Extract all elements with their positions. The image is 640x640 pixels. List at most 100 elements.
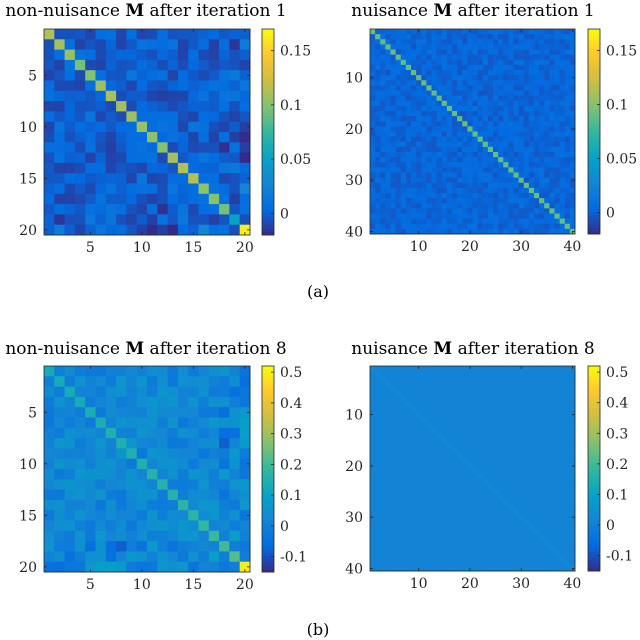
heatmap-cell: [559, 458, 566, 464]
heatmap-cell: [54, 39, 65, 50]
heatmap-cell: [208, 561, 220, 573]
heatmap-cell: [539, 401, 545, 408]
heatmap-cell: [405, 187, 412, 194]
heatmap-cell: [523, 448, 530, 454]
heatmap-cell: [436, 105, 443, 112]
heatmap-cell: [436, 422, 443, 428]
heatmap-cell: [549, 499, 555, 505]
heatmap-cell: [375, 504, 381, 510]
heatmap-cell: [477, 223, 484, 230]
heatmap-cell: [436, 535, 443, 541]
heatmap-cell: [441, 504, 448, 510]
heatmap-cell: [549, 193, 555, 199]
heatmap-cell: [239, 479, 251, 490]
heatmap-cell: [528, 116, 535, 122]
heatmap-cell: [416, 193, 422, 199]
heatmap-cell: [523, 90, 530, 97]
heatmap-cell: [559, 131, 566, 138]
heatmap-cell: [147, 193, 158, 205]
heatmap-cell: [462, 550, 468, 557]
heatmap-cell: [400, 141, 407, 148]
heatmap-cell: [85, 499, 96, 511]
heatmap-cell: [177, 417, 189, 429]
heatmap-cell: [126, 427, 138, 439]
colorbar-segment: [262, 414, 274, 418]
heatmap-cell: [219, 173, 230, 184]
colorbar-segment: [262, 530, 274, 534]
heatmap-cell: [431, 519, 438, 526]
heatmap-cell: [85, 561, 96, 573]
heatmap-cell: [405, 198, 412, 204]
heatmap-cell: [498, 478, 504, 485]
heatmap-cell: [229, 469, 241, 480]
heatmap-cell: [157, 469, 168, 480]
heatmap-cell: [167, 520, 179, 532]
colorbar-tick-label: 0: [280, 206, 289, 222]
heatmap-cell: [157, 458, 168, 470]
heatmap-cell: [405, 417, 412, 423]
heatmap-cell: [544, 29, 550, 35]
heatmap-cell: [554, 172, 561, 179]
heatmap-cell: [564, 131, 571, 138]
heatmap-cell: [452, 131, 458, 138]
heatmap-cell: [446, 100, 453, 107]
heatmap-cell: [569, 550, 576, 557]
heatmap-cell: [503, 100, 509, 107]
colorbar-segment: [588, 436, 600, 441]
heatmap-cell: [441, 401, 448, 408]
heatmap-cell: [126, 90, 138, 102]
heatmap-cell: [188, 70, 199, 81]
heatmap-cell: [534, 565, 540, 572]
heatmap-cell: [472, 187, 479, 194]
heatmap-cell: [421, 504, 427, 510]
heatmap-cell: [477, 29, 484, 35]
heatmap-cell: [421, 376, 427, 382]
heatmap-cell: [477, 458, 484, 464]
heatmap-cell: [559, 49, 566, 56]
heatmap-cell: [411, 519, 417, 526]
heatmap-cell: [477, 167, 484, 173]
heatmap-cell: [503, 555, 509, 562]
heatmap-cell: [431, 371, 438, 377]
heatmap-cell: [426, 468, 432, 475]
heatmap-cell: [467, 401, 473, 408]
x-tick-label: 30: [512, 239, 530, 255]
heatmap-cell: [559, 203, 566, 209]
heatmap-cell: [370, 427, 376, 434]
heatmap-cell: [436, 136, 443, 143]
heatmap-cell: [405, 100, 412, 107]
heatmap-cell: [436, 39, 443, 45]
heatmap-cell: [544, 540, 550, 546]
heatmap-cell: [390, 198, 397, 204]
heatmap-cell: [569, 85, 576, 91]
heatmap-cell: [421, 85, 427, 91]
heatmap-cell: [549, 152, 555, 158]
heatmap-cell: [523, 29, 530, 35]
heatmap-cell: [446, 509, 453, 516]
heatmap-cell: [564, 126, 571, 132]
heatmap-cell: [395, 95, 402, 102]
heatmap-cell: [390, 90, 397, 97]
colorbar-segment: [262, 440, 274, 444]
heatmap-cell: [457, 59, 463, 66]
heatmap-cell: [462, 371, 468, 377]
heatmap-cell: [523, 213, 530, 220]
heatmap-cell: [385, 198, 391, 204]
heatmap-cell: [44, 162, 55, 174]
heatmap-cell: [544, 412, 550, 418]
heatmap-cell: [467, 463, 473, 469]
heatmap-cell: [441, 412, 448, 418]
heatmap-cell: [498, 453, 504, 459]
heatmap-cell: [198, 59, 210, 71]
heatmap-cell: [188, 551, 199, 563]
heatmap-cell: [405, 565, 412, 572]
heatmap-cell: [400, 167, 407, 173]
heatmap-cell: [421, 483, 427, 490]
heatmap-cell: [508, 131, 514, 138]
heatmap-cell: [105, 407, 117, 418]
y-tick-label: 20: [19, 560, 37, 576]
heatmap-cell: [493, 386, 499, 393]
heatmap-cell: [385, 417, 391, 423]
colorbar-segment: [588, 452, 600, 457]
heatmap-cell: [523, 131, 530, 138]
